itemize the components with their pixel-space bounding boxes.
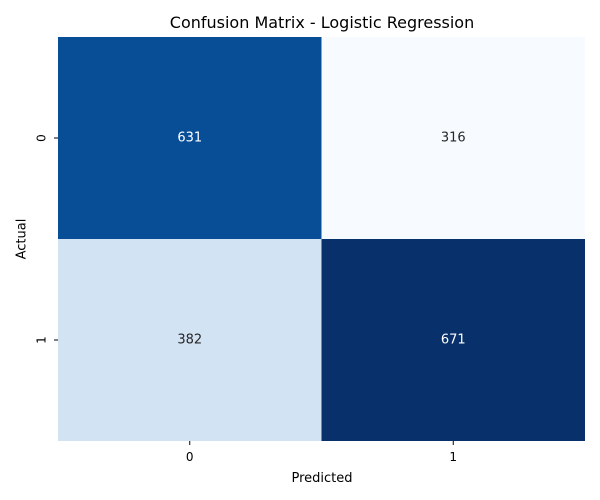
y-tick-label-1: 1 <box>35 336 49 344</box>
x-tick-label-0: 0 <box>186 450 194 464</box>
cell-actual-1-predicted-0 <box>58 239 322 441</box>
y-tick-label-0: 0 <box>35 134 49 142</box>
heatmap-grid: 631 316 382 671 <box>58 37 585 441</box>
chart-title: Confusion Matrix - Logistic Regression <box>170 13 474 32</box>
cell-value-actual-0-predicted-1: 316 <box>441 131 466 146</box>
y-axis: 0 1 Actual <box>15 134 58 344</box>
cell-value-actual-1-predicted-0: 382 <box>177 333 202 348</box>
y-axis-label: Actual <box>15 219 30 260</box>
cell-value-actual-0-predicted-0: 631 <box>177 131 202 146</box>
x-axis: 0 1 Predicted <box>186 441 457 486</box>
x-axis-label: Predicted <box>291 471 352 486</box>
cell-value-actual-1-predicted-1: 671 <box>441 333 466 348</box>
x-tick-label-1: 1 <box>449 450 457 464</box>
cell-actual-1-predicted-1 <box>321 239 585 441</box>
cell-actual-0-predicted-0 <box>58 37 322 239</box>
cell-actual-0-predicted-1 <box>321 37 585 239</box>
